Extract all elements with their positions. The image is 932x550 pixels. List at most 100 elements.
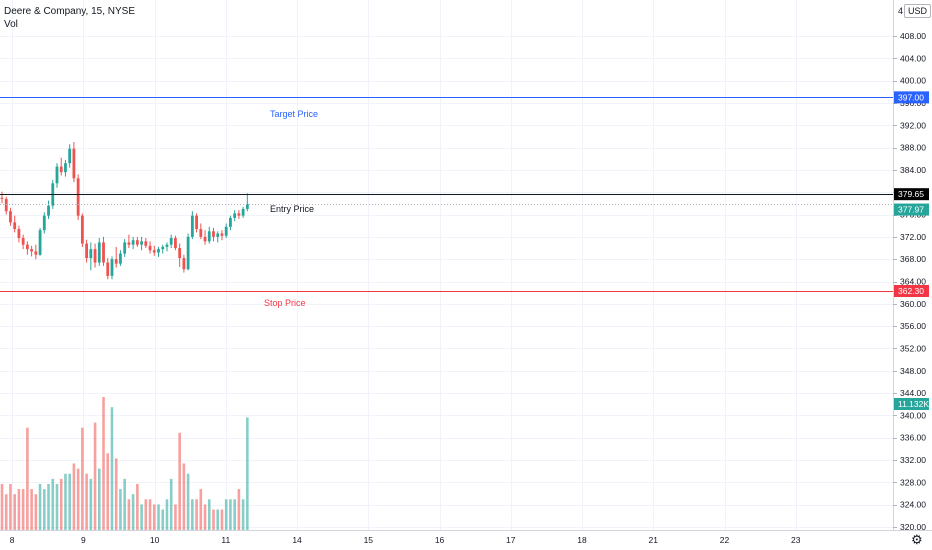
corner-value: 4: [898, 6, 904, 16]
time-axis[interactable]: 8 9 10 11 14 15 16 17 18 21 22 23: [10, 535, 801, 545]
y-tick-label: 400.00: [900, 76, 926, 86]
x-tick-label: 8: [10, 535, 15, 545]
volume-bar: [165, 499, 169, 530]
volume-bar: [237, 489, 241, 530]
stop-price-label[interactable]: Stop Price: [264, 298, 306, 308]
candle-body: [229, 217, 232, 227]
volume-value-tag-bg: [894, 398, 929, 410]
volume-bar: [127, 499, 131, 530]
candle-body: [93, 249, 97, 263]
candle-body: [97, 242, 101, 263]
volume-bar: [216, 509, 220, 530]
price-tags: 397.00 379.65 377.97 362.30 11.132K: [894, 91, 929, 410]
volume-bar: [123, 478, 126, 530]
candle-body: [34, 251, 38, 255]
price-levels: Target Price Entry Price Stop Price: [0, 97, 893, 308]
gear-icon[interactable]: ⚙: [911, 532, 923, 547]
volume-bar: [131, 494, 135, 530]
candle-body: [241, 208, 245, 216]
candle-body: [220, 233, 224, 236]
volume-bar: [178, 432, 181, 530]
volume-bar: [203, 504, 207, 530]
volume-bar: [169, 478, 173, 530]
candle-body: [152, 250, 156, 253]
grid-lines: [0, 0, 893, 530]
symbol-title[interactable]: Deere & Company, 15, NYSE: [4, 6, 135, 17]
volume-bar: [241, 499, 245, 530]
y-tick-label: 372.00: [900, 232, 926, 242]
volume-bar: [30, 489, 33, 530]
candle-body: [55, 166, 59, 184]
y-tick-label: 368.00: [900, 254, 926, 264]
volume-indicator-label[interactable]: Vol: [4, 19, 18, 30]
candle-body: [178, 248, 182, 259]
y-tick-label: 364.00: [900, 277, 926, 287]
y-tick-label: 340.00: [900, 410, 926, 420]
volume-bar: [220, 509, 224, 530]
x-tick-label: 11: [221, 535, 230, 545]
y-tick-label: 324.00: [900, 500, 926, 510]
volume-bar: [182, 463, 186, 530]
candlesticks: [0, 142, 249, 280]
volume-bar: [26, 427, 29, 530]
volume-bar: [186, 473, 190, 530]
x-tick-label: 23: [791, 535, 801, 545]
y-tick-label: 404.00: [900, 53, 926, 63]
candle-body: [169, 237, 173, 245]
candle-body: [135, 240, 139, 245]
volume-bar: [59, 478, 63, 530]
volume-bar: [110, 407, 114, 530]
volume-bar: [136, 483, 139, 530]
volume-bar: [174, 504, 177, 530]
x-tick-label: 21: [649, 535, 659, 545]
x-tick-label: 17: [506, 535, 516, 545]
y-tick-label: 332.00: [900, 455, 926, 465]
candle-body: [216, 233, 220, 237]
volume-bar: [157, 504, 160, 530]
candle-body: [0, 197, 4, 199]
target-price-tag-bg: [894, 91, 929, 104]
candle-body: [140, 241, 143, 245]
currency-button[interactable]: USD: [904, 4, 932, 18]
volume-bar: [34, 494, 38, 530]
volume-bar: [93, 422, 97, 530]
volume-value-tag: 11.132K: [898, 399, 929, 409]
volume-bar: [246, 417, 249, 530]
candle-body: [144, 241, 148, 246]
volume-bar: [152, 504, 156, 530]
volume-bar: [224, 499, 228, 530]
candle-body: [165, 244, 169, 247]
candle-body: [114, 259, 118, 264]
volume-bar: [85, 473, 88, 530]
y-tick-label: 360.00: [900, 299, 926, 309]
volume-bar: [55, 483, 59, 530]
entry-price-label[interactable]: Entry Price: [270, 204, 314, 214]
entry-price-tag-bg: [894, 188, 929, 201]
candle-body: [89, 249, 93, 259]
volume-bar: [161, 509, 165, 530]
x-tick-label: 22: [720, 535, 730, 545]
candle-body: [17, 229, 21, 238]
candle-body: [68, 148, 72, 164]
volume-bar: [144, 499, 148, 530]
x-tick-label: 18: [577, 535, 587, 545]
volume-bar: [195, 499, 198, 530]
volume-bar: [13, 494, 16, 530]
volume-bar: [72, 463, 76, 530]
x-tick-label: 14: [292, 535, 302, 545]
volume-bar: [102, 397, 105, 530]
candle-body: [245, 203, 249, 209]
x-tick-label: 16: [435, 535, 445, 545]
candle-body: [161, 246, 165, 250]
x-tick-label: 15: [364, 535, 374, 545]
y-tick-label: 392.00: [900, 120, 926, 130]
target-price-label[interactable]: Target Price: [270, 109, 318, 119]
target-price-tag: 397.00: [898, 92, 924, 102]
y-tick-label: 408.00: [900, 31, 926, 41]
y-tick-label: 320.00: [900, 522, 926, 532]
candle-body: [42, 215, 46, 231]
candle-body: [25, 244, 29, 250]
y-tick-label: 348.00: [900, 366, 926, 376]
candle-body: [195, 215, 198, 230]
